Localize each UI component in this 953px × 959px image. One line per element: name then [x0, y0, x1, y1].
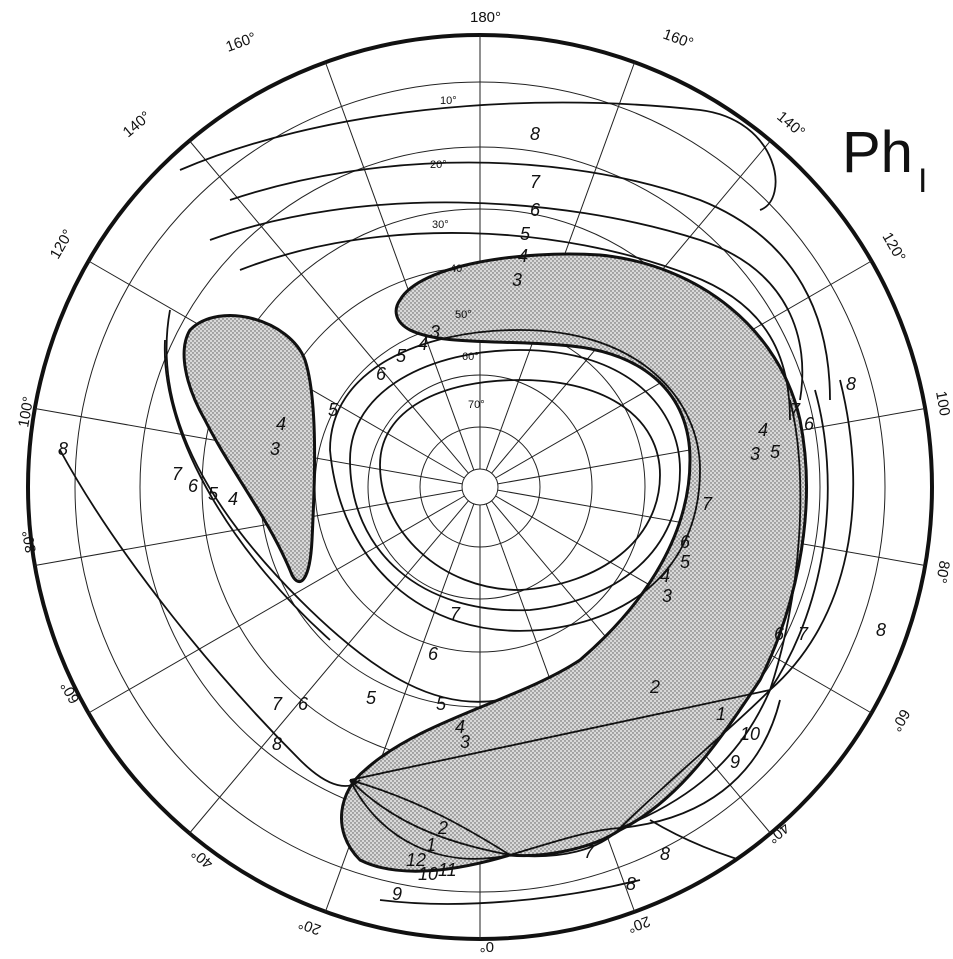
isoline-label: 10	[418, 864, 438, 884]
isoline-label: 9	[392, 884, 402, 904]
isoline-label: 6	[804, 414, 815, 434]
isoline-label: 2	[649, 677, 660, 697]
isoline-label: 5	[680, 552, 691, 572]
isoline-label: 1	[716, 704, 726, 724]
lon-label-upper-left: 140°	[120, 108, 155, 141]
isoline-label: 3	[460, 732, 470, 752]
latitude-label: 60°	[462, 351, 479, 363]
isoline-label: 7	[272, 694, 283, 714]
meridian-line	[324, 62, 475, 471]
isoline-label: 4	[418, 334, 428, 354]
lon-label-right-high: 120°	[879, 230, 909, 265]
lon-label-lower-right: 60°	[887, 706, 913, 734]
isoline-label: 3	[750, 444, 760, 464]
lon-label-top-left: 160°	[224, 29, 259, 56]
isoline-label: 6	[188, 476, 199, 496]
meridian-line	[34, 489, 463, 566]
isoline-label: 7	[584, 842, 595, 862]
isoline-label: 7	[450, 604, 461, 624]
isoline-label: 7	[798, 624, 809, 644]
isoline-label: 4	[758, 420, 768, 440]
lon-label-right-low: 80°	[932, 559, 953, 584]
isoline-label: 5	[208, 484, 219, 504]
lon-label-bottom: 0°	[480, 938, 494, 955]
isoline-label: 3	[270, 439, 280, 459]
isoline-label: 6	[774, 624, 785, 644]
isoline-label: 5	[520, 224, 531, 244]
isoline-label: 6	[376, 364, 387, 384]
lon-label-left-mid: 100°	[15, 395, 37, 429]
lon-label-top: 180°	[470, 9, 501, 26]
isoline-label: 4	[518, 246, 528, 266]
isoline-label: 8	[58, 439, 68, 459]
latitude-label: 70°	[468, 399, 485, 411]
isoline-label: 6	[428, 644, 439, 664]
isoline-label: 3	[430, 322, 440, 342]
lon-label-bottom-left2: 20°	[296, 914, 323, 938]
isoline-label: 12	[406, 850, 426, 870]
isoline-label: 8	[272, 734, 282, 754]
lon-label-left-low: 80°	[19, 529, 40, 554]
map-title: Ph	[842, 120, 913, 185]
isoline-label: 3	[512, 270, 522, 290]
isoline-label: 4	[276, 414, 286, 434]
latitude-label: 40°	[450, 263, 467, 275]
isoline-label: 5	[436, 694, 447, 714]
isoline-label: 4	[455, 717, 465, 737]
map-title-subscript: I	[918, 162, 927, 200]
lon-label-upper-right: 140°	[773, 108, 808, 141]
isoline-label: 6	[680, 532, 691, 552]
meridian-line	[189, 500, 469, 834]
lon-label-bottom-right2: 20°	[625, 912, 652, 936]
lon-label-left-high: 120°	[47, 227, 77, 262]
isoline-label: 7	[790, 400, 801, 420]
isoline-label: 7	[702, 494, 713, 514]
isoline-label: 7	[530, 172, 541, 192]
isoline-label: 4	[228, 489, 238, 509]
latitude-labels: 10° 20° 30° 40° 50° 60° 70°	[430, 95, 485, 411]
latitude-label: 10°	[440, 95, 457, 107]
latitude-label: 50°	[455, 309, 472, 321]
isoline-label: 11	[438, 860, 457, 880]
isoline-label: 5	[396, 346, 407, 366]
isoline-label: 6	[530, 200, 541, 220]
isoline-label: 8	[876, 620, 886, 640]
meridian-line	[189, 140, 469, 474]
isoline-label: 8	[626, 874, 636, 894]
lon-label-right-mid: 100	[932, 390, 953, 418]
isoline-label: 8	[846, 374, 856, 394]
isoline-label: 3	[662, 586, 672, 606]
isoline-label: 5	[770, 442, 781, 462]
latitude-label: 20°	[430, 159, 447, 171]
isoline-label: 7	[172, 464, 183, 484]
isoline-label: 5	[328, 400, 339, 420]
isoline-label: 2	[437, 818, 448, 838]
shaded-region-left	[182, 314, 317, 583]
isoline-label: 4	[660, 566, 670, 586]
isoline-label: 10	[740, 724, 760, 744]
isoline-label: 8	[660, 844, 670, 864]
isoline-label: 1	[426, 835, 436, 855]
isoline-label: 6	[298, 694, 309, 714]
lon-label-top-right: 160°	[661, 26, 696, 53]
isoline-label: 9	[730, 752, 740, 772]
longitude-labels: 180° 160° 160° 140° 140° 120° 120° 100° …	[15, 9, 953, 955]
shaded-region-large	[340, 252, 808, 873]
isolines	[59, 101, 855, 905]
isoline-label: 5	[366, 688, 377, 708]
latitude-label: 30°	[432, 219, 449, 231]
isoline-label: 8	[530, 124, 540, 144]
